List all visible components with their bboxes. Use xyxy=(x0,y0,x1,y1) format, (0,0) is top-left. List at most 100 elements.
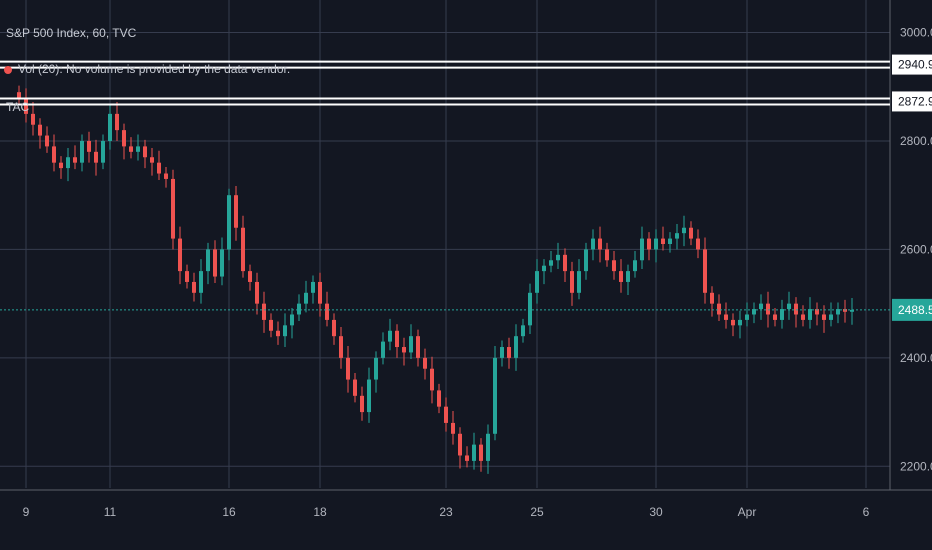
hline-price-label: 2872.9 xyxy=(898,94,932,108)
candle-body xyxy=(283,325,287,337)
candle-body xyxy=(192,281,196,293)
candle-body xyxy=(227,195,231,250)
candle-body xyxy=(409,336,413,353)
candle-body xyxy=(73,157,77,163)
candle-body xyxy=(556,254,560,261)
candle-body xyxy=(360,395,364,413)
candle-body xyxy=(612,260,616,272)
candle-body xyxy=(689,227,693,239)
candle-body xyxy=(717,303,721,315)
candle-body xyxy=(129,146,133,152)
candle-body xyxy=(255,281,259,304)
candle-body xyxy=(332,319,336,337)
candle-body xyxy=(745,314,749,320)
candle-body xyxy=(290,314,294,326)
candle-body xyxy=(465,455,469,461)
time-axis[interactable]: 9 11 16 18 23 25 30 Apr 6 xyxy=(23,505,870,519)
candle-body xyxy=(367,379,371,413)
candle-body xyxy=(710,292,714,304)
candle-body xyxy=(451,422,455,434)
candle-body xyxy=(437,390,441,407)
horizontal-lines[interactable] xyxy=(0,60,890,106)
price-tick-label: 2200.0 xyxy=(900,459,932,473)
candle-body xyxy=(801,314,805,320)
candle-body xyxy=(45,135,49,147)
last-price-badge[interactable] xyxy=(892,298,932,321)
candle-body xyxy=(640,238,644,261)
candle-body xyxy=(66,157,70,169)
candle-body xyxy=(521,325,525,337)
candle-body xyxy=(94,151,98,163)
candle-body xyxy=(654,238,658,250)
grid-lines xyxy=(0,0,932,491)
candle-body xyxy=(381,341,385,358)
candle-body xyxy=(31,113,35,125)
last-price-label: 2488.5 xyxy=(898,303,932,317)
candle-body xyxy=(101,140,105,163)
candle-body xyxy=(682,227,686,234)
candle-body xyxy=(241,227,245,272)
candle-body xyxy=(311,281,315,293)
candle-body xyxy=(766,303,770,315)
candle-body xyxy=(584,249,588,272)
candle-body xyxy=(787,303,791,310)
candle-body xyxy=(444,406,448,423)
volume-legend[interactable]: Vol (20): No volume is provided by the d… xyxy=(18,62,291,76)
candle-body xyxy=(339,336,343,358)
candle-body xyxy=(472,444,476,461)
candle-body xyxy=(346,357,350,380)
candle-body xyxy=(262,303,266,320)
price-tick-label: 2400.0 xyxy=(900,351,932,365)
time-tick-label: 6 xyxy=(863,505,870,519)
symbol-legend[interactable]: S&P 500 Index, 60, TVC xyxy=(6,26,137,40)
candle-body xyxy=(822,314,826,320)
candle-body xyxy=(794,303,798,315)
time-tick-label: 25 xyxy=(530,505,544,519)
indicator-legend[interactable]: TAC xyxy=(6,100,30,114)
volume-indicator-dot-icon xyxy=(4,66,12,74)
candle-body xyxy=(752,309,756,315)
candle-body xyxy=(570,271,574,293)
candle-body xyxy=(591,238,595,250)
hline-price-badge[interactable] xyxy=(892,91,932,112)
candle-body xyxy=(353,379,357,396)
time-tick-label: 11 xyxy=(104,505,117,519)
candle-body xyxy=(430,368,434,391)
candle-body xyxy=(269,319,273,331)
candle-body xyxy=(423,357,427,369)
candle-body xyxy=(304,292,308,304)
candle-body xyxy=(780,309,784,320)
candle-body xyxy=(395,330,399,348)
time-tick-label: 9 xyxy=(23,505,30,519)
candle-body xyxy=(549,260,553,266)
candle-body xyxy=(136,146,140,152)
candle-body xyxy=(143,146,147,158)
candle-body xyxy=(24,97,28,114)
price-axis[interactable]: 3000.0 2800.0 2600.0 2400.0 2200.0 2940.9 2872… xyxy=(892,26,932,474)
candle-body xyxy=(731,319,735,326)
candle-body xyxy=(535,271,539,293)
candle-body xyxy=(514,336,518,358)
price-tick-label: 3000.0 xyxy=(900,26,932,40)
candle-body xyxy=(633,260,637,272)
candle-body xyxy=(661,238,665,244)
candle-body xyxy=(297,303,301,315)
candle-body xyxy=(248,271,252,282)
candle-body xyxy=(199,271,203,293)
time-tick-label: Apr xyxy=(738,505,757,519)
candle-body xyxy=(276,330,280,337)
candle-body xyxy=(59,162,63,169)
candle-body xyxy=(724,314,728,320)
time-tick-label: 18 xyxy=(313,505,327,519)
candle-body xyxy=(486,433,490,461)
candle-body xyxy=(157,162,161,174)
candle-body xyxy=(528,292,532,326)
candle-body xyxy=(122,130,126,147)
hline-price-badge[interactable] xyxy=(892,54,932,75)
candle-body xyxy=(402,347,406,353)
candle-body xyxy=(38,124,42,136)
candle-body xyxy=(108,113,112,141)
candle-body xyxy=(619,271,623,282)
candle-body xyxy=(703,249,707,293)
